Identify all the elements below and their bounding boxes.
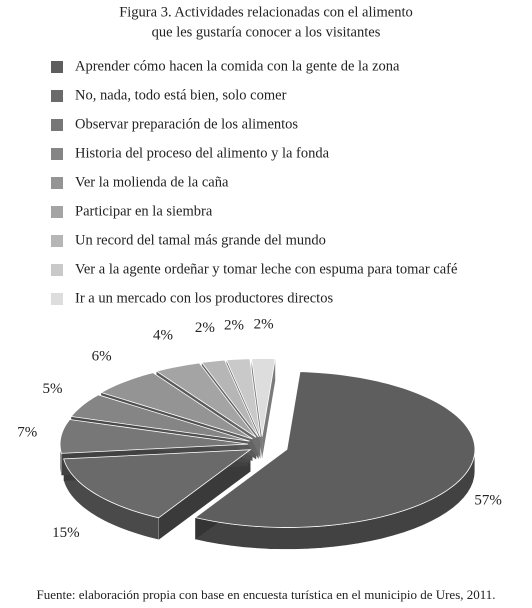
pie-slice (201, 359, 259, 438)
pie-slice (225, 358, 261, 437)
legend-label: Ver la molienda de la caña (75, 174, 229, 190)
legend-swatch (51, 119, 63, 131)
pie-slice (63, 449, 252, 519)
legend-label: Participar en la siembra (75, 203, 213, 219)
legend-swatch (51, 235, 63, 247)
data-label: 6% (92, 348, 112, 364)
chart-title: Figura 3. Actividades relacionadas con e… (119, 4, 413, 20)
pie-slice (70, 394, 250, 442)
legend-swatch (51, 293, 63, 305)
legend-label: Observar preparación de los alimentos (75, 116, 298, 132)
pie-slice (194, 371, 476, 528)
legend-swatch (51, 264, 63, 276)
pie-slice (59, 419, 249, 454)
data-label: 2% (254, 316, 274, 332)
legend-label: Ir a un mercado con los productores dire… (75, 290, 333, 306)
pie-slice-cut (262, 358, 276, 459)
data-label: 15% (52, 525, 80, 541)
data-label: 57% (474, 493, 502, 509)
legend-label: Ver a la agente ordeñar y tomar leche co… (75, 261, 457, 277)
source-note: Fuente: elaboración propia con base en e… (36, 587, 495, 602)
legend-label: No, nada, todo está bien, solo comer (75, 87, 287, 103)
data-label: 2% (224, 317, 244, 333)
chart-title: que les gustaría conocer a los visitante… (152, 24, 381, 40)
legend-swatch (51, 148, 63, 160)
data-label: 2% (195, 320, 215, 336)
pie-slice (155, 362, 257, 438)
legend-swatch (51, 90, 63, 102)
legend-swatch (51, 206, 63, 218)
pie-slice (100, 372, 253, 440)
pie-slice (251, 358, 276, 437)
data-label: 7% (17, 424, 37, 440)
pie-tops (59, 358, 476, 528)
legend-swatch (51, 177, 63, 189)
legend-swatch (51, 61, 63, 73)
legend-label: Un record del tamal más grande del mundo (75, 232, 326, 248)
data-label: 5% (42, 381, 62, 397)
data-label: 4% (153, 328, 173, 344)
legend-label: Aprender cómo hacen la comida con la gen… (75, 58, 400, 74)
legend-label: Historia del proceso del alimento y la f… (75, 145, 330, 161)
